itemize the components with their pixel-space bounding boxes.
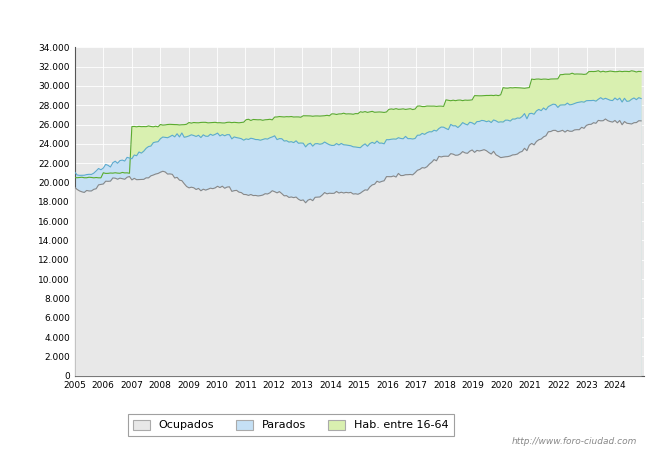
Legend: Ocupados, Parados, Hab. entre 16-64: Ocupados, Parados, Hab. entre 16-64 <box>127 414 454 436</box>
Text: http://www.foro-ciudad.com: http://www.foro-ciudad.com <box>512 436 637 446</box>
Text: Vic - Evolucion de la poblacion en edad de Trabajar Noviembre de 2024: Vic - Evolucion de la poblacion en edad … <box>75 14 575 27</box>
